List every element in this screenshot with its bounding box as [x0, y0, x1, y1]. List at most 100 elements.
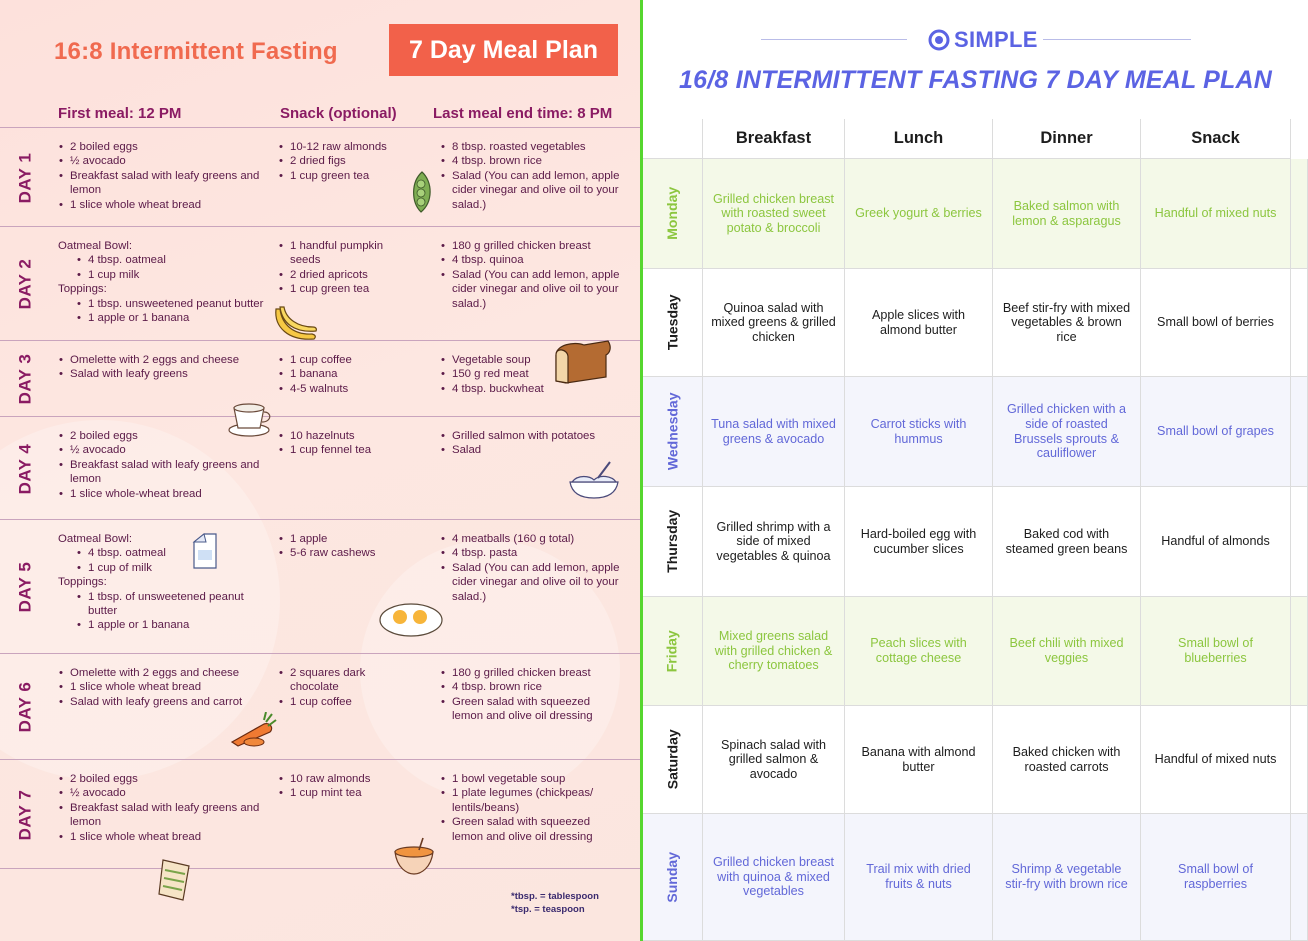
- meal-group-heading: Oatmeal Bowl:: [58, 240, 133, 252]
- meal-table-cell: Handful of almonds: [1141, 487, 1291, 597]
- day-label: DAY 4: [10, 417, 40, 520]
- meal-table-cell: Tuna salad with mixed greens & avocado: [703, 377, 845, 487]
- brand: SIMPLE: [928, 27, 1038, 53]
- meal-cell-snack: 2 squares dark chocolate1 cup coffee: [278, 666, 406, 710]
- meal-cell-snack: 10-12 raw almonds2 dried figs1 cup green…: [278, 140, 406, 184]
- day-row-label-text: Sunday: [664, 851, 681, 903]
- day-label-text: DAY 5: [15, 561, 35, 613]
- meal-table-cell: Apple slices with almond butter: [845, 269, 993, 377]
- meal-list: 10 hazelnuts1 cup fennel tea: [278, 429, 406, 458]
- column-header: Lunch: [845, 119, 993, 159]
- meal-item: 4 meatballs (160 g total): [440, 532, 620, 547]
- meal-list: 8 tbsp. roasted vegetables4 tbsp. brown …: [440, 140, 620, 212]
- banana-icon: [275, 306, 317, 340]
- meal-table-text: Tuna salad with mixed greens & avocado: [711, 416, 836, 446]
- wrap-icon: [158, 859, 190, 901]
- day-row: DAY 3 Omelette with 2 eggs and cheeseSala…: [0, 340, 640, 416]
- fried-eggs-icon: [379, 603, 443, 637]
- meal-table-text: Small bowl of raspberries: [1178, 862, 1253, 891]
- meal-item: Omelette with 2 eggs and cheese: [58, 666, 270, 681]
- meal-item: ½ avocado: [58, 786, 270, 801]
- meal-list: 2 boiled eggs½ avocadoBreakfast salad wi…: [58, 772, 270, 844]
- day-row: DAY 1 2 boiled eggs½ avocadoBreakfast sal…: [0, 127, 640, 226]
- meal-item: 1 cup of milk: [58, 561, 270, 576]
- meal-item: 1 apple or 1 banana: [58, 311, 270, 326]
- day-row-label-text: Thursday: [664, 509, 681, 574]
- day-label: DAY 6: [10, 654, 40, 760]
- day-row-label: Tuesday: [643, 269, 703, 377]
- meal-table-text: Spinach salad with grilled salmon & avoc…: [720, 737, 826, 781]
- meal-table-text: Grilled chicken with a side of roasted B…: [1007, 402, 1126, 461]
- meal-list: 1 apple5-6 raw cashews: [278, 532, 406, 561]
- meal-cell-last: 1 bowl vegetable soup1 plate legumes (ch…: [440, 772, 620, 844]
- meal-table-text: Hard-boiled egg with cucumber slices: [860, 526, 977, 556]
- table-edge-cell: [1291, 269, 1308, 377]
- meal-table-text: Greek yogurt & berries: [855, 206, 982, 221]
- meal-cell-last: Vegetable soup150 g red meat4 tbsp. buck…: [440, 353, 620, 397]
- left-title: 16:8 Intermittent Fasting: [54, 38, 338, 65]
- meal-cell-last: 4 meatballs (160 g total)4 tbsp. pastaSa…: [440, 532, 620, 604]
- meal-table-text: Handful of almonds: [1161, 534, 1270, 549]
- meal-table-cell: Greek yogurt & berries: [845, 159, 993, 269]
- meal-item: Salad (You can add lemon, apple cider vi…: [440, 268, 620, 311]
- day-label: DAY 1: [10, 128, 40, 227]
- day-label: DAY 2: [10, 227, 40, 341]
- meal-cell-first: 2 boiled eggs½ avocadoBreakfast salad wi…: [58, 772, 270, 844]
- day-label-text: DAY 3: [15, 353, 35, 405]
- meal-table-text: Baked chicken with roasted carrots: [1012, 744, 1121, 774]
- meal-table-text: Handful of mixed nuts: [1154, 752, 1277, 767]
- table-edge-cell: [1291, 706, 1308, 814]
- meal-list: Omelette with 2 eggs and cheese1 slice w…: [58, 666, 270, 710]
- meal-table-cell: Shrimp & vegetable stir-fry with brown r…: [993, 814, 1141, 941]
- meal-cell-snack: 10 hazelnuts1 cup fennel tea: [278, 429, 406, 458]
- meal-item: 2 dried apricots: [278, 268, 406, 283]
- meal-table-text: Beef chili with mixed veggies: [1009, 636, 1124, 665]
- meal-list: 4 meatballs (160 g total)4 tbsp. pastaSa…: [440, 532, 620, 604]
- meal-item: 1 handful pumpkin seeds: [278, 239, 406, 268]
- meal-table-text: Mixed greens salad with grilled chicken …: [714, 629, 833, 673]
- meal-item: 180 g grilled chicken breast: [440, 666, 620, 681]
- day-row-label-text: Monday: [664, 187, 681, 240]
- meal-cell-last: 180 g grilled chicken breast4 tbsp. brow…: [440, 666, 620, 724]
- meal-list: 10-12 raw almonds2 dried figs1 cup green…: [278, 140, 406, 184]
- meal-item: Salad: [440, 443, 620, 458]
- meal-item: ½ avocado: [58, 443, 270, 458]
- meal-item: 1 cup coffee: [278, 695, 406, 710]
- meal-item: Salad (You can add lemon, apple cider vi…: [440, 561, 620, 604]
- meal-table-text: Grilled chicken breast with roasted swee…: [712, 191, 835, 235]
- meal-group-heading: Toppings:: [58, 283, 107, 296]
- day-row-label: Friday: [643, 597, 703, 706]
- meal-cell-snack: 1 apple5-6 raw cashews: [278, 532, 406, 561]
- meal-item: 1 tbsp. unsweetened peanut butter: [58, 297, 270, 312]
- column-header: Snack: [1141, 119, 1291, 159]
- meal-item: 1 slice whole wheat bread: [58, 830, 270, 845]
- meal-table-text: Baked salmon with lemon & asparagus: [1012, 198, 1121, 228]
- meal-item: 4 tbsp. oatmeal: [58, 546, 270, 561]
- meal-item: 1 banana: [278, 367, 406, 382]
- day-row-label-text: Friday: [664, 629, 681, 673]
- meal-table-text: Peach slices with cottage cheese: [870, 636, 967, 665]
- yogurt-bowl-icon: [569, 461, 619, 499]
- meal-cell-last: 180 g grilled chicken breast4 tbsp. quin…: [440, 239, 620, 311]
- bread-icon: [555, 340, 611, 384]
- milk-carton-icon: [192, 533, 217, 569]
- column-head-first-meal: First meal: 12 PM: [58, 105, 182, 122]
- meal-table-cell: Spinach salad with grilled salmon & avoc…: [703, 706, 845, 814]
- table-bottom-rule: [0, 868, 640, 869]
- meal-cell-last: 8 tbsp. roasted vegetables4 tbsp. brown …: [440, 140, 620, 212]
- meal-table-cell: Grilled chicken breast with roasted swee…: [703, 159, 845, 269]
- meal-item: Green salad with squeezed lemon and oliv…: [440, 695, 620, 724]
- meal-item: 4 tbsp. buckwheat: [440, 382, 620, 397]
- meal-table-cell: Grilled chicken with a side of roasted B…: [993, 377, 1141, 487]
- meal-table-cell: Handful of mixed nuts: [1141, 706, 1291, 814]
- meal-table-cell: Small bowl of grapes: [1141, 377, 1291, 487]
- meal-table-cell: Banana with almond butter: [845, 706, 993, 814]
- meal-list: 10 raw almonds1 cup mint tea: [278, 772, 406, 801]
- meal-cell-snack: 1 cup coffee1 banana4-5 walnuts: [278, 353, 406, 397]
- table-edge-cell: [1291, 377, 1308, 487]
- meal-group-heading: Toppings:: [58, 576, 107, 589]
- left-meal-plan-panel: 16:8 Intermittent Fasting 7 Day Meal Pla…: [0, 0, 640, 941]
- meal-table-text: Small bowl of grapes: [1157, 424, 1274, 439]
- meal-cell-first: Omelette with 2 eggs and cheese1 slice w…: [58, 666, 270, 710]
- day-label: DAY 7: [10, 760, 40, 869]
